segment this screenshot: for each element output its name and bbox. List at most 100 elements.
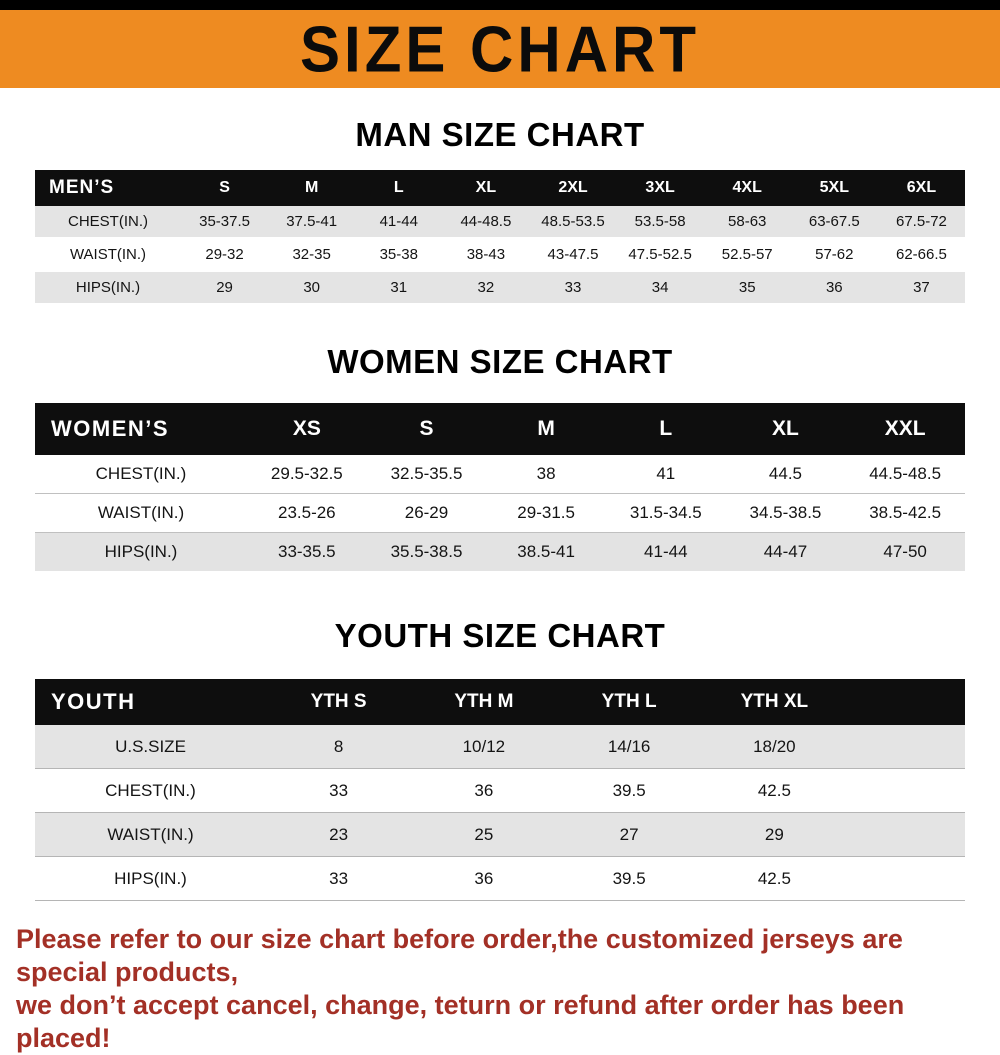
value-cell: 10/12 — [462, 736, 506, 756]
measure-label-cell: WAIST(IN.) — [35, 493, 247, 533]
value-cell: 33 — [266, 856, 412, 901]
value-cell: 38 — [536, 464, 556, 483]
value-cell: 34.5-38.5 — [725, 493, 846, 533]
value-cell: 32-35 — [268, 237, 356, 271]
top-black-strip — [0, 0, 1000, 10]
value-cell: 44.5-48.5 — [869, 464, 942, 483]
value-cell: 38.5-41 — [486, 532, 606, 571]
measure-label-cell: CHEST(IN.) — [95, 464, 187, 483]
value-cell: 42.5 — [701, 768, 847, 813]
spacer-cell — [847, 679, 965, 725]
value-cell: 35.5-38.5 — [366, 532, 487, 571]
table-header-row: WOMEN’S XS S M L XL XXL — [35, 403, 965, 455]
value-cell: 32 — [442, 270, 530, 303]
value-cell: 63-67.5 — [808, 213, 860, 230]
value-cell: 27 — [556, 812, 702, 857]
value-cell: 44.5 — [768, 464, 802, 483]
table-row: HIPS(IN.) 29 30 31 32 33 34 35 36 37 — [35, 270, 965, 303]
footer-note: Please refer to our size chart before or… — [0, 923, 1000, 1055]
value-cell: 47.5-52.5 — [616, 237, 704, 271]
value-cell: 35-38 — [355, 237, 443, 271]
men-size-table: MEN’S S M L XL 2XL 3XL 4XL 5XL 6XL CHEST(IN.) 35-37… — [35, 170, 965, 303]
value-cell: 26-29 — [366, 493, 487, 533]
value-cell: 33 — [266, 768, 412, 813]
table-title-cell: YOUTH — [35, 679, 266, 725]
value-cell: 36 — [411, 856, 557, 901]
size-header-cell: YTH L — [556, 679, 702, 725]
youth-section-heading: YOUTH SIZE CHART — [334, 617, 666, 654]
value-cell: 41-44 — [379, 213, 418, 230]
size-header-cell: S — [181, 170, 269, 206]
measure-label-cell: CHEST(IN.) — [68, 213, 148, 230]
page-title: SIZE CHART — [300, 12, 700, 86]
value-cell: 29-31.5 — [486, 493, 606, 533]
table-row: CHEST(IN.) 33 36 39.5 42.5 — [35, 768, 965, 813]
size-header-cell: XS — [247, 403, 367, 455]
value-cell: 39.5 — [556, 768, 702, 813]
value-cell: 35 — [703, 270, 791, 303]
value-cell: 31 — [355, 270, 443, 303]
size-header-cell: M — [268, 170, 356, 206]
size-header-cell: XL — [442, 170, 530, 206]
size-header-cell: XXL — [845, 403, 965, 455]
value-cell: 58-63 — [728, 213, 767, 230]
value-cell: 29.5-32.5 — [270, 464, 343, 483]
measure-label-cell: HIPS(IN.) — [35, 532, 247, 571]
table-title-cell: MEN’S — [35, 170, 181, 206]
table-row: WAIST(IN.) 29-32 32-35 35-38 38-43 43-47.5 47.… — [35, 237, 965, 271]
size-header-cell: 3XL — [616, 170, 704, 206]
measure-label-cell: HIPS(IN.) — [35, 856, 266, 901]
value-cell: 36 — [411, 768, 557, 813]
table-row: WAIST(IN.) 23.5-26 26-29 29-31.5 31.5-34.5 34… — [35, 493, 965, 533]
value-cell: 48.5-53.5 — [541, 213, 605, 230]
value-cell: 62-66.5 — [877, 237, 965, 271]
footer-note-line1: Please refer to our size chart before or… — [16, 924, 903, 987]
value-cell: 29 — [181, 270, 269, 303]
table-header-row: YOUTH YTH S YTH M YTH L YTH XL — [35, 679, 965, 725]
value-cell: 8 — [333, 736, 344, 756]
value-cell: 23 — [266, 812, 412, 857]
value-cell: 38-43 — [442, 237, 530, 271]
value-cell: 29 — [701, 812, 847, 857]
measure-label-cell: HIPS(IN.) — [35, 270, 181, 303]
size-header-cell: S — [366, 403, 487, 455]
youth-size-section: YOUTH SIZE CHART YOUTH YTH S YTH M YTH L YTH… — [0, 617, 1000, 901]
measure-label-cell: U.S.SIZE — [115, 736, 186, 756]
value-cell: 18/20 — [753, 736, 796, 756]
man-size-section: MAN SIZE CHART MEN’S S M L XL 2XL 3XL 4XL 5XL 6XL… — [0, 116, 1000, 303]
spacer-cell — [847, 725, 965, 769]
measure-label-cell: WAIST(IN.) — [35, 237, 181, 271]
value-cell: 25 — [411, 812, 557, 857]
size-header-cell: M — [486, 403, 606, 455]
table-title-cell: WOMEN’S — [35, 403, 247, 455]
table-row: HIPS(IN.) 33-35.5 35.5-38.5 38.5-41 41-44 44-… — [35, 532, 965, 571]
value-cell: 29-32 — [181, 237, 269, 271]
size-header-cell: 6XL — [877, 170, 965, 206]
value-cell: 37 — [877, 270, 965, 303]
size-header-cell: L — [355, 170, 443, 206]
size-header-cell: YTH XL — [701, 679, 847, 725]
value-cell: 23.5-26 — [247, 493, 367, 533]
size-header-cell: YTH S — [266, 679, 412, 725]
size-header-cell: YTH M — [411, 679, 557, 725]
table-header-row: MEN’S S M L XL 2XL 3XL 4XL 5XL 6XL — [35, 170, 965, 206]
value-cell: 67.5-72 — [896, 213, 947, 230]
value-cell: 33-35.5 — [247, 532, 367, 571]
title-banner: SIZE CHART — [0, 10, 1000, 88]
value-cell: 14/16 — [607, 736, 651, 756]
women-section-heading: WOMEN SIZE CHART — [327, 343, 673, 380]
value-cell: 53.5-58 — [634, 213, 686, 230]
value-cell: 31.5-34.5 — [605, 493, 726, 533]
table-row: HIPS(IN.) 33 36 39.5 42.5 — [35, 856, 965, 901]
women-size-section: WOMEN SIZE CHART WOMEN’S XS S M L XL XXL CHEST(… — [0, 343, 1000, 571]
spacer-cell — [847, 856, 965, 901]
women-size-table: WOMEN’S XS S M L XL XXL CHEST(IN.) 29.5-32.5 32.5… — [35, 403, 965, 571]
value-cell: 39.5 — [556, 856, 702, 901]
value-cell: 35-37.5 — [199, 213, 250, 230]
value-cell: 47-50 — [845, 532, 965, 571]
table-row: WAIST(IN.) 23 25 27 29 — [35, 812, 965, 857]
man-section-heading: MAN SIZE CHART — [355, 116, 645, 153]
spacer-cell — [847, 768, 965, 813]
value-cell: 43-47.5 — [529, 237, 617, 271]
